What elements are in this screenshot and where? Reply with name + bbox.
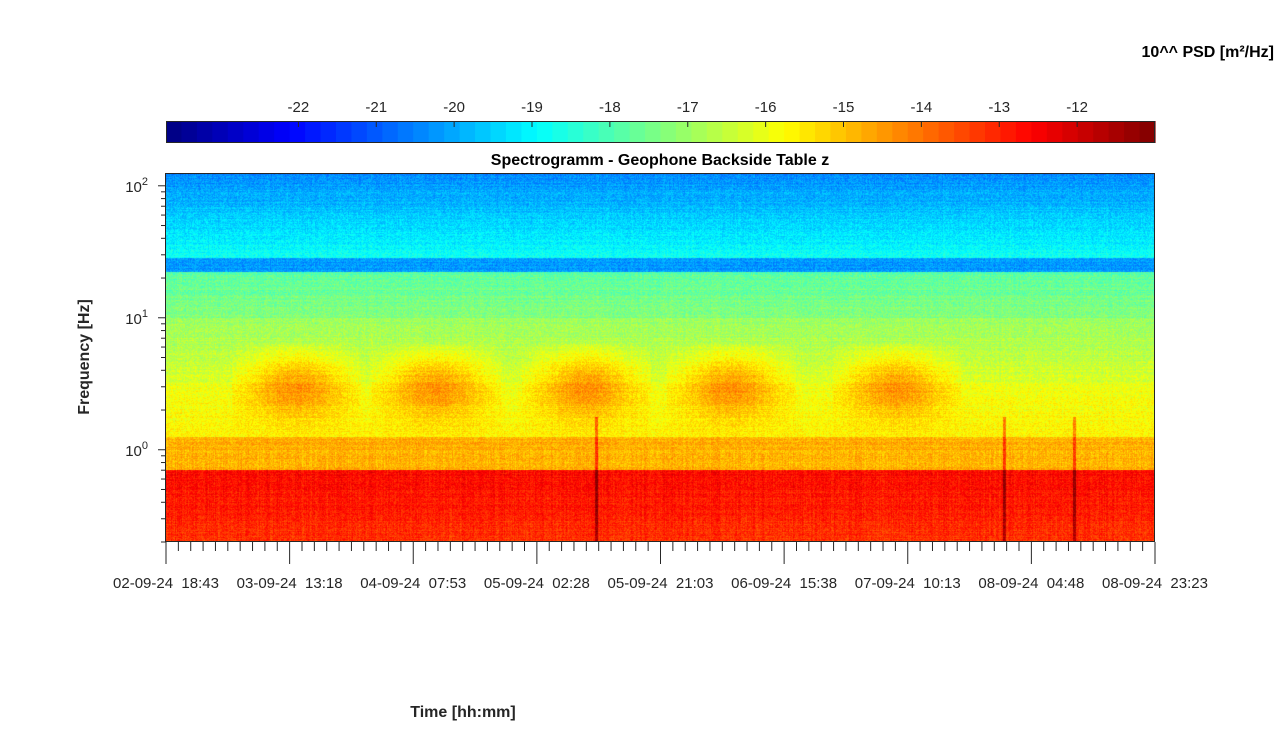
colorbar-step: [227, 121, 244, 143]
colorbar-step: [645, 121, 662, 143]
y-tick-label: 101: [125, 308, 148, 328]
colorbar-tick-label: -13: [988, 99, 1010, 116]
y-tick-label: 102: [125, 176, 148, 196]
colorbar-tick-label: -18: [599, 99, 621, 116]
colorbar-step: [475, 121, 492, 143]
colorbar-step: [629, 121, 646, 143]
chart-title: Spectrogramm - Geophone Backside Table z: [491, 152, 829, 169]
colorbar-step: [366, 121, 383, 143]
colorbar-step: [1139, 121, 1156, 143]
x-tick-label: 07-09-24 10:13: [855, 575, 961, 592]
colorbar-step: [274, 121, 291, 143]
x-axis-label: Time [hh:mm]: [410, 704, 515, 721]
colorbar-step: [413, 121, 430, 143]
colorbar-step: [737, 121, 754, 143]
x-tick-label: 05-09-24 02:28: [484, 575, 590, 592]
x-tick-label: 04-09-24 07:53: [360, 575, 466, 592]
colorbar-step: [583, 121, 600, 143]
colorbar-step: [196, 121, 213, 143]
colorbar-step: [660, 121, 677, 143]
colorbar-step: [181, 121, 198, 143]
colorbar-step: [521, 121, 538, 143]
y-axis: 100 101 102: [125, 176, 166, 543]
colorbar-step: [845, 121, 862, 143]
colorbar: [166, 121, 1156, 143]
colorbar-step: [830, 121, 847, 143]
colorbar-step: [753, 121, 770, 143]
colorbar-step: [923, 121, 940, 143]
colorbar-step: [706, 121, 723, 143]
colorbar-step: [938, 121, 955, 143]
colorbar-tick-label: -22: [288, 99, 310, 116]
colorbar-step: [799, 121, 816, 143]
colorbar-step: [212, 121, 229, 143]
colorbar-tick-label: -14: [911, 99, 933, 116]
colorbar-step: [1000, 121, 1017, 143]
x-tick-label: 02-09-24 18:43: [113, 575, 219, 592]
colorbar-step: [567, 121, 584, 143]
colorbar-step: [536, 121, 553, 143]
x-tick-label: 08-09-24 04:48: [978, 575, 1084, 592]
colorbar-step: [1031, 121, 1048, 143]
colorbar-step: [969, 121, 986, 143]
colorbar-step: [320, 121, 337, 143]
colorbar-step: [243, 121, 260, 143]
colorbar-step: [861, 121, 878, 143]
colorbar-tick-label: -20: [443, 99, 465, 116]
colorbar-step: [1046, 121, 1063, 143]
colorbar-tick-label: -15: [833, 99, 855, 116]
colorbar-step: [1124, 121, 1141, 143]
colorbar-step: [614, 121, 631, 143]
colorbar-tick-label: -19: [521, 99, 543, 116]
colorbar-step: [784, 121, 801, 143]
colorbar-step: [985, 121, 1002, 143]
x-tick-label: 08-09-24 23:23: [1102, 575, 1208, 592]
colorbar-step: [892, 121, 909, 143]
colorbar-step: [1077, 121, 1094, 143]
colorbar-step: [490, 121, 507, 143]
colorbar-step: [552, 121, 569, 143]
colorbar-step: [1062, 121, 1079, 143]
colorbar-step: [675, 121, 692, 143]
colorbar-frame: [166, 121, 1155, 143]
x-tick-label: 03-09-24 13:18: [237, 575, 343, 592]
colorbar-step: [444, 121, 461, 143]
colorbar-tick-label: -12: [1066, 99, 1088, 116]
colorbar-step: [598, 121, 615, 143]
colorbar-step: [1015, 121, 1032, 143]
colorbar-tick-label: -16: [755, 99, 777, 116]
colorbar-step: [305, 121, 322, 143]
colorbar-step: [768, 121, 785, 143]
x-axis: 02-09-24 18:43 03-09-24 13:18 04-09-24 07:…: [113, 542, 1208, 592]
y-axis-label: Frequency [Hz]: [76, 299, 93, 415]
colorbar-step: [876, 121, 893, 143]
colorbar-step: [722, 121, 739, 143]
colorbar-step: [335, 121, 353, 143]
colorbar-step: [382, 121, 399, 143]
spectrogram-heatmap: [166, 173, 1155, 542]
colorbar-step: [907, 121, 924, 143]
colorbar-tick-label: -21: [365, 99, 387, 116]
x-tick-label: 06-09-24 15:38: [731, 575, 837, 592]
colorbar-step: [397, 121, 414, 143]
colorbar-step: [289, 121, 306, 143]
y-tick-label: 100: [125, 440, 148, 460]
colorbar-step: [166, 121, 183, 143]
colorbar-step: [815, 121, 832, 143]
colorbar-step: [505, 121, 523, 143]
colorbar-step: [954, 121, 971, 143]
colorbar-tick-label: -17: [677, 99, 699, 116]
colorbar-step: [351, 121, 368, 143]
colorbar-label: 10^^ PSD [m²/Hz]: [1142, 44, 1274, 61]
x-tick-label: 05-09-24 21:03: [608, 575, 714, 592]
colorbar-step: [459, 121, 476, 143]
colorbar-step: [428, 121, 445, 143]
colorbar-step: [1108, 121, 1125, 143]
colorbar-step: [258, 121, 275, 143]
colorbar-step: [1093, 121, 1110, 143]
colorbar-ticks: -22 -21 -20 -19 -18 -17 -16 -15 -14 -13 -12: [288, 99, 1088, 127]
colorbar-step: [691, 121, 708, 143]
